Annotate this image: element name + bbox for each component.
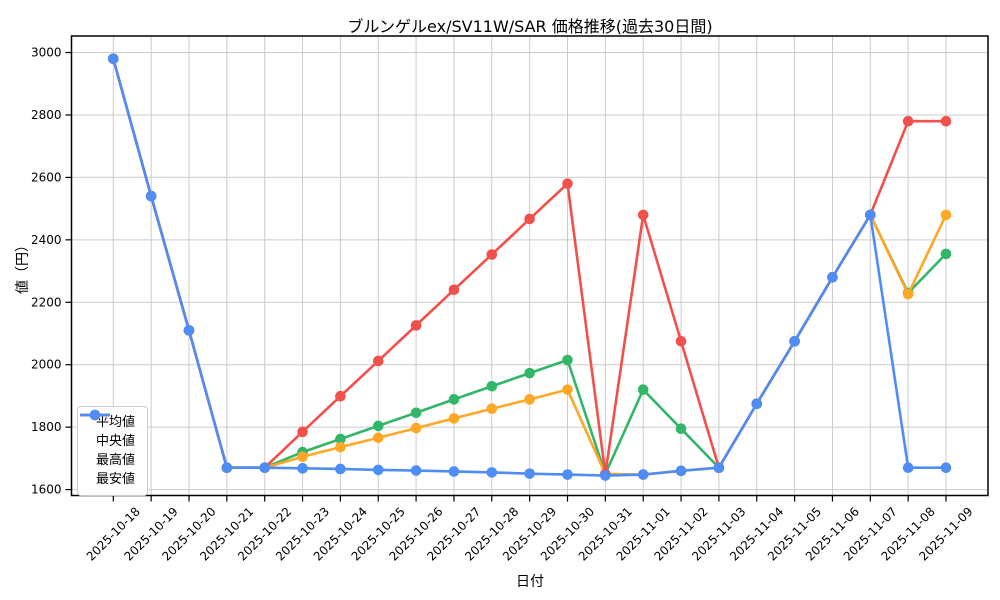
series-point-avg (524, 367, 535, 379)
legend-item-max: 最高値 (80, 409, 136, 470)
series-point-avg (675, 423, 687, 434)
series-point-max (940, 115, 952, 127)
chart-title: ブルンゲルex/SV11W/SAR 価格推移(過去30日間) (347, 17, 713, 36)
series-point-min (902, 462, 914, 474)
legend-label: 最安値 (96, 472, 136, 487)
series-point-avg (372, 420, 384, 432)
series-point-median (335, 441, 346, 453)
series-point-avg (637, 384, 649, 395)
series-point-median (524, 394, 535, 405)
series-point-avg (410, 407, 422, 419)
series-point-median (410, 422, 422, 434)
series-point-min (637, 469, 649, 480)
series-point-min (183, 325, 195, 336)
series-point-median (902, 288, 914, 300)
series-point-max (372, 355, 384, 367)
x-axis-label: 日付 (516, 574, 544, 590)
y-tick-label: 2000 (31, 358, 62, 372)
y-tick-label: 1800 (31, 420, 62, 434)
series-point-min (221, 462, 233, 474)
series-point-avg (486, 380, 498, 392)
y-tick-label: 3000 (31, 46, 62, 60)
series-point-min (524, 468, 535, 479)
series-point-min (600, 470, 611, 481)
y-tick-label: 2600 (31, 170, 62, 184)
series-point-max (410, 320, 422, 331)
series-point-avg (562, 354, 573, 366)
series-point-max (486, 249, 498, 260)
line-marker-icon (80, 409, 110, 421)
series-point-min (675, 465, 687, 477)
y-tick-label: 1600 (31, 483, 62, 497)
legend-item-min: 最安値 (80, 409, 136, 489)
series-point-min (297, 463, 308, 474)
series-point-min (259, 462, 271, 474)
y-tick-label: 2400 (31, 233, 62, 247)
legend-label: 中央値 (96, 434, 136, 449)
series-point-median (486, 403, 498, 415)
y-tick-label: 2200 (31, 295, 62, 309)
series-point-median (562, 384, 573, 395)
series-point-min (145, 190, 157, 202)
series-point-min (827, 271, 838, 283)
series-point-min (410, 465, 422, 476)
series-point-max (335, 390, 346, 402)
series-point-min (335, 463, 346, 475)
series-point-min (562, 469, 573, 480)
series-point-min (713, 462, 725, 474)
series-point-min (751, 398, 763, 410)
series-point-min (108, 53, 119, 65)
series-point-max (448, 284, 460, 296)
series-point-max (524, 213, 535, 225)
series-point-max (637, 209, 649, 221)
series-point-median (448, 413, 460, 424)
series-point-min (372, 464, 384, 476)
series-point-max (902, 115, 914, 127)
series-point-min (789, 335, 800, 347)
series-point-min (486, 467, 498, 478)
series-point-min (940, 462, 952, 474)
series-point-min (448, 466, 460, 477)
series-point-avg (448, 394, 460, 405)
series-point-avg (335, 433, 346, 445)
series-point-median (297, 451, 308, 463)
legend: 平均値中央値最高値最安値 (77, 406, 149, 496)
y-tick-label: 2800 (31, 108, 62, 122)
series-point-max (297, 426, 308, 438)
series-point-median (940, 209, 952, 221)
series-point-max (562, 178, 573, 189)
series-point-avg (940, 248, 952, 260)
legend-label: 平均値 (96, 415, 136, 430)
legend-item-median: 中央値 (80, 409, 136, 451)
series-point-median (372, 432, 384, 444)
series-point-max (675, 335, 687, 347)
series-point-min (865, 209, 876, 221)
legend-label: 最高値 (96, 453, 136, 468)
